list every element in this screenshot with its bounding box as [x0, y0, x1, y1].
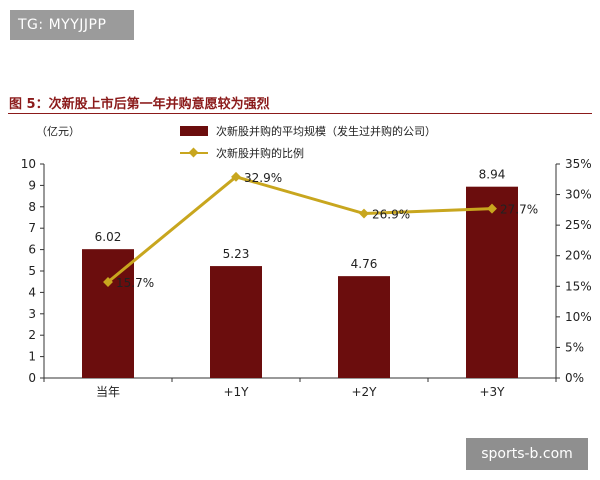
chart-title: 图 5：次新股上市后第一年并购意愿较为强烈	[9, 97, 270, 112]
y2-tick-label: 5%	[565, 340, 584, 354]
bar-value-label: 4.76	[351, 257, 378, 271]
legend: 次新股并购的平均规模（发生过并购的公司） 次新股并购的比例	[180, 120, 436, 164]
line-value-label: 15.7%	[116, 276, 154, 290]
x-tick-label: 当年	[96, 385, 120, 399]
bar	[210, 266, 262, 378]
y-tick-label: 3	[28, 307, 36, 321]
y-tick-label: 7	[28, 221, 36, 235]
legend-line-label: 次新股并购的比例	[216, 147, 304, 160]
bar-value-label: 8.94	[479, 168, 506, 182]
y2-tick-label: 15%	[565, 279, 592, 293]
y-tick-label: 10	[21, 157, 36, 171]
unit-label: （亿元）	[36, 125, 80, 138]
bar-value-label: 6.02	[95, 230, 122, 244]
x-tick-label: +3Y	[479, 385, 505, 399]
line-value-label: 32.9%	[244, 171, 282, 185]
y-tick-label: 8	[28, 200, 36, 214]
y-tick-label: 4	[28, 285, 36, 299]
line-series	[107, 175, 493, 284]
y2-tick-label: 20%	[565, 249, 592, 263]
bar	[466, 186, 518, 378]
legend-bar-label: 次新股并购的平均规模（发生过并购的公司）	[216, 125, 436, 138]
y2-tick-label: 10%	[565, 310, 592, 324]
y-tick-label: 1	[28, 350, 36, 364]
y-tick-label: 5	[28, 264, 36, 278]
line-point	[231, 171, 241, 182]
x-tick-label: +1Y	[223, 385, 249, 399]
line-value-label: 27.7%	[500, 203, 538, 217]
y-tick-label: 6	[28, 243, 36, 257]
line-point	[487, 203, 497, 214]
bar-value-label: 5.23	[223, 247, 250, 261]
watermark-bottom-right: sports-b.com	[466, 438, 588, 470]
line-value-label: 26.9%	[372, 208, 410, 222]
legend-bar-swatch	[180, 126, 208, 136]
x-tick-label: +2Y	[351, 385, 377, 399]
y-tick-label: 0	[28, 371, 36, 385]
y-tick-label: 2	[28, 328, 36, 342]
bar	[82, 249, 134, 378]
legend-line-swatch	[180, 148, 208, 158]
line-point	[359, 208, 369, 219]
watermark-top-left: TG: MYYJJPP	[10, 10, 134, 40]
y2-tick-label: 30%	[565, 188, 592, 202]
y2-tick-label: 35%	[565, 157, 592, 171]
legend-item-bar: 次新股并购的平均规模（发生过并购的公司）	[180, 120, 436, 142]
y2-tick-label: 0%	[565, 371, 584, 385]
title-rule	[8, 113, 592, 114]
legend-item-line: 次新股并购的比例	[180, 142, 436, 164]
y-tick-label: 9	[28, 178, 36, 192]
y2-tick-label: 25%	[565, 218, 592, 232]
bar	[338, 276, 390, 378]
